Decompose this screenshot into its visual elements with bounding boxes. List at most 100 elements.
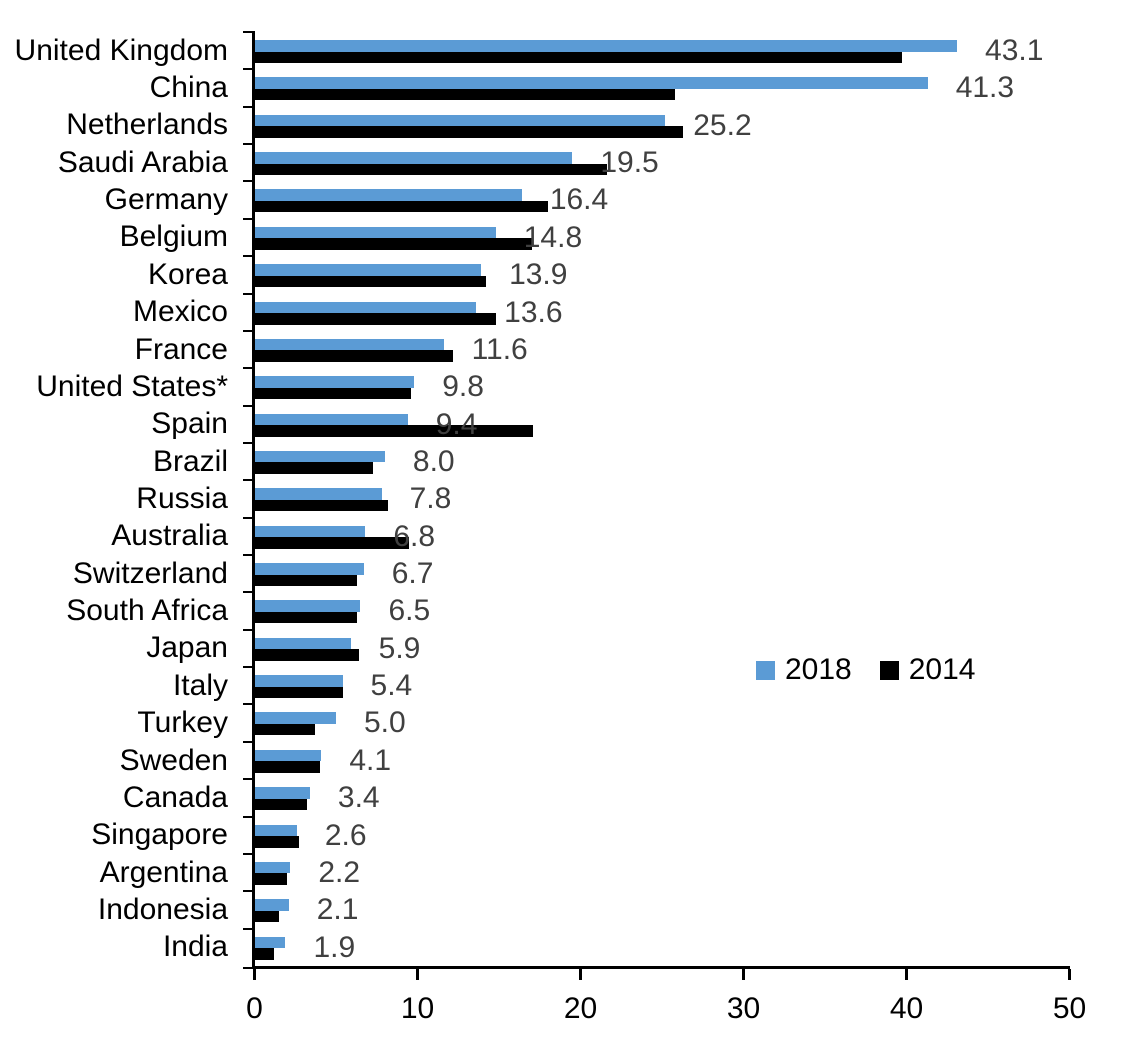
category-axis-tick — [242, 591, 255, 594]
bar-2018 — [254, 376, 415, 388]
x-axis-tick-label: 30 — [726, 992, 761, 1025]
value-label: 5.9 — [378, 631, 421, 665]
x-axis-tick — [579, 969, 582, 980]
value-label: 4.1 — [349, 743, 392, 777]
category-axis-tick — [242, 292, 255, 295]
bar-2018 — [254, 600, 361, 612]
bar-2014 — [254, 313, 496, 325]
category-label: France — [134, 332, 228, 366]
value-label: 6.8 — [393, 519, 436, 553]
category-axis-tick — [242, 367, 255, 370]
category-axis-tick — [242, 105, 255, 108]
category-axis-tick — [242, 927, 255, 930]
x-axis-tick — [253, 969, 256, 980]
bar-2018 — [254, 338, 444, 351]
bar-2018 — [254, 189, 522, 201]
bar-2018 — [254, 226, 496, 239]
value-label: 6.7 — [391, 557, 434, 591]
category-label: United States* — [36, 369, 228, 403]
value-label: 9.4 — [435, 407, 478, 441]
x-axis — [251, 966, 1070, 969]
value-label: 1.9 — [313, 930, 356, 964]
bar-2014 — [254, 537, 410, 549]
category-axis-tick — [242, 255, 255, 258]
bar-2018 — [254, 413, 408, 426]
bar-2014 — [254, 611, 358, 624]
bar-2014 — [254, 649, 359, 661]
value-label: 19.5 — [600, 146, 659, 180]
category-label: Sweden — [119, 743, 228, 777]
value-label: 16.4 — [549, 183, 609, 217]
bar-2014 — [254, 126, 684, 138]
category-label: Korea — [147, 257, 228, 291]
bar-2014 — [254, 723, 315, 736]
category-axis-tick — [242, 628, 255, 631]
legend-item-2014: 2014 — [879, 653, 976, 686]
bar-2014 — [254, 387, 411, 400]
legend: 2018 2014 — [756, 652, 976, 688]
value-label: 8.0 — [412, 444, 455, 478]
value-label: 2.1 — [316, 893, 359, 927]
category-label: Japan — [146, 631, 228, 665]
legend-swatch-icon — [756, 660, 775, 680]
bar-2018 — [254, 264, 482, 276]
bar-2018 — [254, 936, 286, 949]
category-axis-tick — [242, 143, 255, 146]
bar-2014 — [254, 275, 486, 288]
value-label: 9.8 — [442, 370, 484, 404]
bar-2014 — [254, 350, 454, 362]
value-label: 14.8 — [523, 220, 583, 254]
category-axis-tick — [242, 890, 255, 893]
legend-label: 2014 — [908, 653, 976, 686]
category-label: Turkey — [137, 706, 228, 740]
bar-2014 — [254, 200, 548, 213]
category-axis-tick — [242, 479, 255, 482]
category-axis-tick — [242, 217, 255, 220]
bar-2018 — [254, 301, 477, 314]
bar-2018 — [254, 637, 351, 650]
bar-2018 — [254, 675, 343, 687]
category-axis-tick — [242, 404, 255, 407]
bar-2014 — [254, 88, 676, 101]
category-label: Singapore — [91, 818, 228, 852]
category-label: Switzerland — [72, 556, 228, 590]
category-axis-tick — [242, 68, 255, 71]
bar-2018 — [254, 114, 666, 127]
category-label: Netherlands — [66, 108, 228, 142]
category-label: Indonesia — [97, 892, 228, 926]
value-label: 25.2 — [693, 108, 752, 142]
value-label: 43.1 — [985, 34, 1044, 67]
category-label: United Kingdom — [14, 33, 228, 67]
category-label: Saudi Arabia — [57, 145, 228, 179]
category-label: Mexico — [132, 295, 228, 329]
value-label: 7.8 — [409, 482, 452, 516]
x-axis-tick — [1068, 969, 1071, 980]
category-axis-tick — [242, 703, 255, 706]
x-axis-tick — [416, 969, 419, 980]
value-label: 2.2 — [318, 855, 361, 889]
bar-2018 — [254, 749, 322, 762]
category-label: India — [162, 930, 228, 964]
x-axis-tick-label: 20 — [563, 992, 598, 1025]
legend-label: 2018 — [785, 653, 852, 686]
category-label: Germany — [104, 183, 228, 217]
category-label: Belgium — [119, 220, 228, 254]
bar-2018 — [254, 525, 366, 538]
value-label: 5.4 — [370, 669, 413, 703]
bar-2014 — [254, 836, 299, 848]
bar-2018 — [254, 488, 382, 500]
bar-2018 — [254, 712, 336, 724]
category-axis-tick — [242, 666, 255, 669]
category-axis-tick — [242, 740, 255, 743]
value-label: 13.6 — [504, 295, 563, 329]
x-axis-tick-label: 50 — [1052, 992, 1087, 1025]
value-label: 41.3 — [955, 71, 1015, 105]
bar-2014 — [254, 163, 607, 176]
legend-item-2018: 2018 — [756, 655, 852, 685]
category-axis-tick — [242, 180, 255, 183]
category-label: Italy — [172, 668, 228, 702]
bar-2014 — [254, 51, 902, 63]
bar-2014 — [254, 462, 374, 474]
x-axis-tick — [742, 969, 745, 980]
